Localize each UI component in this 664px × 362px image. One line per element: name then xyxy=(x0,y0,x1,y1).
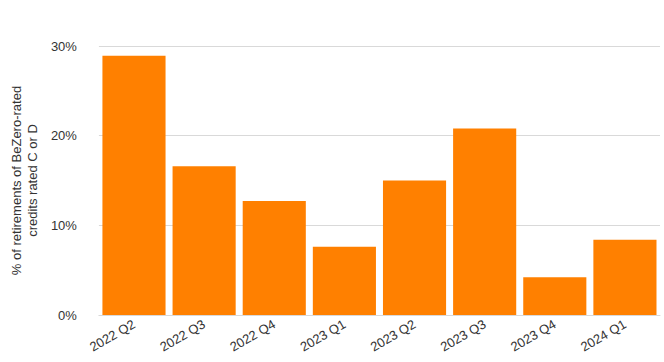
svg-text:2023 Q1: 2023 Q1 xyxy=(297,317,348,355)
svg-text:2022 Q3: 2022 Q3 xyxy=(157,317,208,355)
svg-text:2024 Q1: 2024 Q1 xyxy=(578,317,629,355)
svg-text:2023 Q3: 2023 Q3 xyxy=(438,317,489,355)
svg-text:20%: 20% xyxy=(51,128,77,143)
svg-text:2022 Q4: 2022 Q4 xyxy=(227,317,278,355)
svg-text:2023 Q4: 2023 Q4 xyxy=(508,317,559,355)
svg-text:2023 Q2: 2023 Q2 xyxy=(368,317,419,355)
svg-text:% of retirements of BeZero-rat: % of retirements of BeZero-rated xyxy=(9,86,24,275)
svg-text:2022 Q2: 2022 Q2 xyxy=(87,317,138,355)
svg-text:0%: 0% xyxy=(58,308,77,323)
svg-text:10%: 10% xyxy=(51,218,77,233)
svg-text:credits rated C or D: credits rated C or D xyxy=(25,124,40,237)
svg-text:30%: 30% xyxy=(51,39,77,54)
